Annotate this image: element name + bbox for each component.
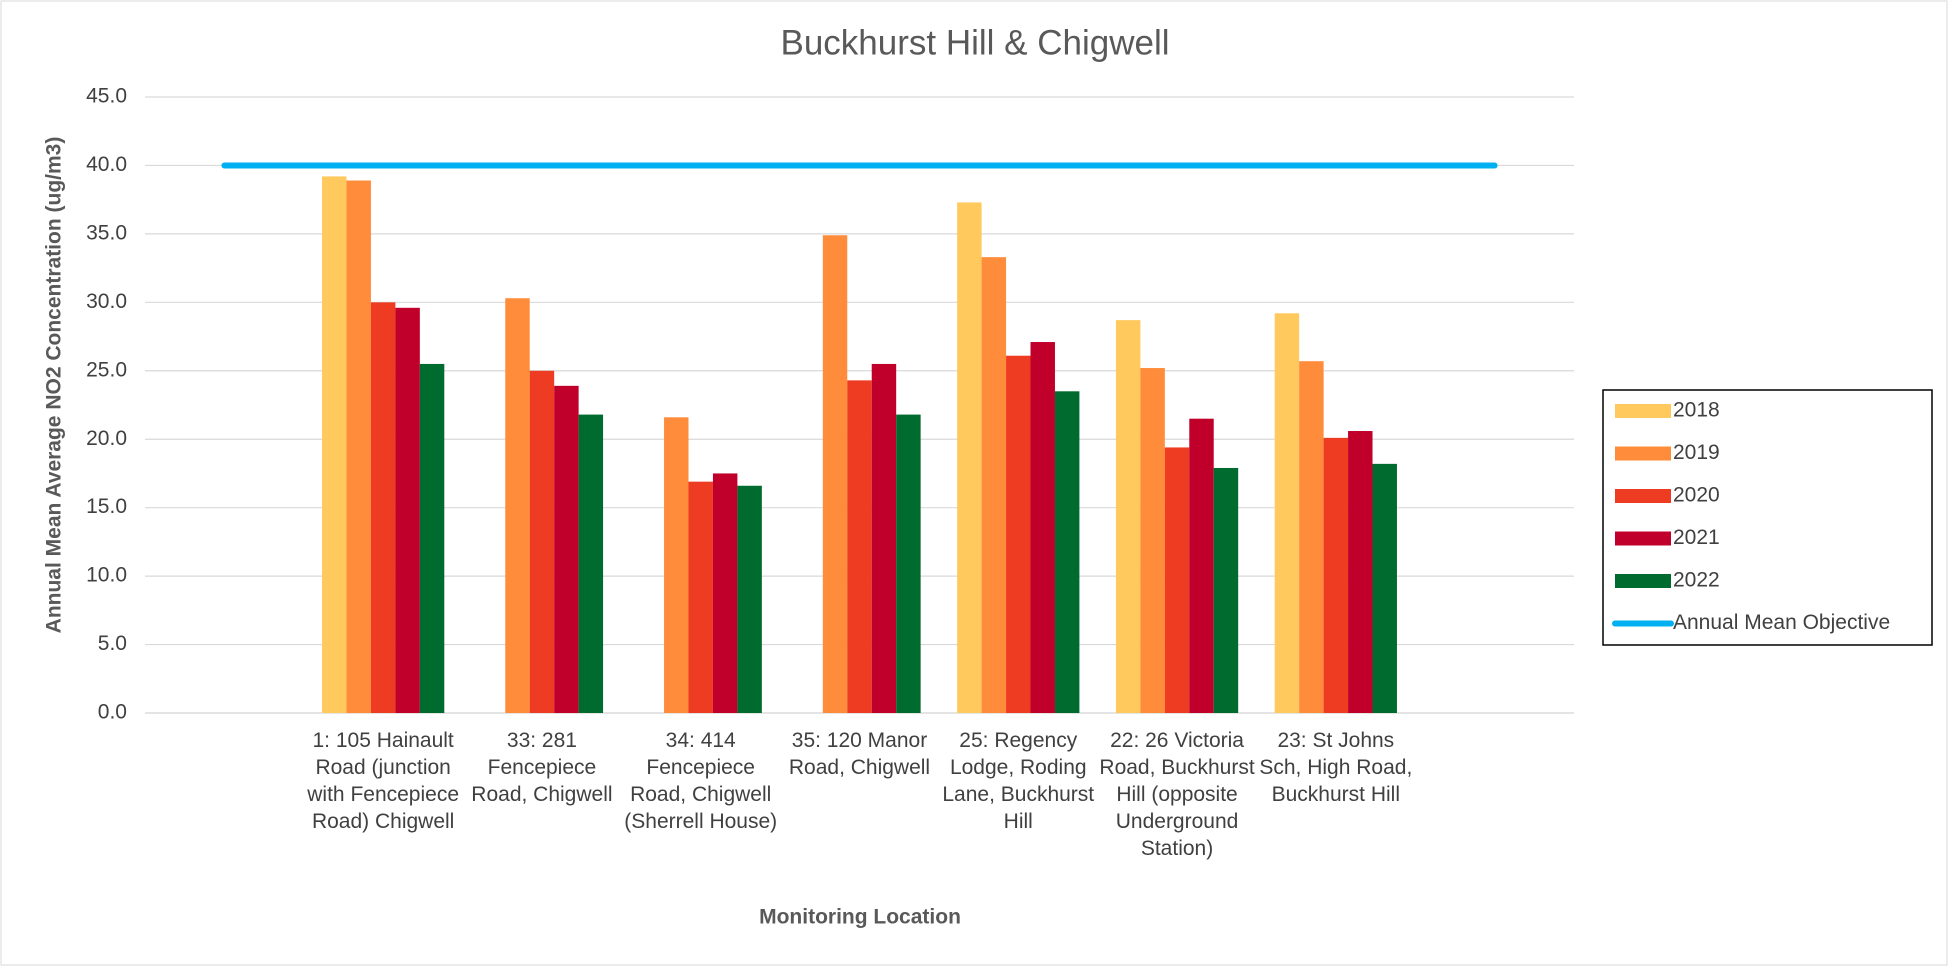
bar bbox=[554, 385, 579, 713]
bar bbox=[1189, 418, 1214, 713]
legend-swatch bbox=[1615, 574, 1671, 588]
legend-label: 2020 bbox=[1673, 484, 1720, 507]
y-tick-label: 40.0 bbox=[86, 153, 127, 176]
legend-swatch bbox=[1615, 531, 1671, 546]
bar bbox=[1372, 463, 1397, 713]
bar bbox=[664, 417, 689, 713]
x-axis-label: Monitoring Location bbox=[759, 906, 961, 929]
bar bbox=[419, 363, 445, 713]
chart-title: Buckhurst Hill & Chigwell bbox=[780, 23, 1169, 62]
y-tick-label: 5.0 bbox=[98, 632, 127, 655]
legend-label: 2021 bbox=[1673, 526, 1720, 549]
bar bbox=[1274, 313, 1300, 713]
bar bbox=[395, 307, 420, 713]
bar bbox=[1213, 467, 1239, 713]
bar bbox=[1299, 361, 1324, 713]
bar bbox=[737, 485, 762, 713]
bar bbox=[1323, 437, 1349, 713]
bar bbox=[1030, 342, 1055, 713]
bar bbox=[370, 302, 396, 713]
x-tick-label: 33: 281 Fencepiece Road, Chigwell bbox=[471, 729, 613, 806]
bar bbox=[505, 298, 530, 713]
legend-label: Annual Mean Objective bbox=[1673, 611, 1890, 634]
bar bbox=[1115, 320, 1141, 713]
bar bbox=[1348, 431, 1373, 713]
bar bbox=[322, 176, 347, 713]
bar bbox=[688, 481, 713, 713]
bar bbox=[1164, 447, 1190, 713]
bar bbox=[981, 257, 1007, 713]
legend-swatch bbox=[1615, 446, 1671, 461]
bar bbox=[957, 202, 982, 713]
bar bbox=[871, 363, 897, 713]
bar bbox=[1054, 391, 1080, 713]
y-tick-label: 15.0 bbox=[86, 495, 127, 518]
bar bbox=[896, 414, 921, 713]
x-tick-label: 23: St Johns Sch, High Road, Buckhurst H… bbox=[1259, 729, 1413, 806]
x-tick-label: 25: Regency Lodge, Roding Lane, Buckhurs… bbox=[942, 729, 1095, 833]
y-tick-label: 45.0 bbox=[86, 85, 127, 108]
legend-label: 2019 bbox=[1673, 441, 1720, 464]
y-axis-label: Annual Mean Average NO2 Concentration (u… bbox=[43, 137, 66, 634]
bar bbox=[346, 180, 371, 714]
bar bbox=[1006, 355, 1031, 713]
legend-label: 2018 bbox=[1673, 399, 1720, 422]
y-tick-label: 10.0 bbox=[86, 564, 127, 587]
bar bbox=[847, 380, 872, 713]
y-tick-label: 0.0 bbox=[98, 701, 127, 724]
bar bbox=[529, 370, 555, 713]
bar bbox=[712, 473, 738, 713]
y-tick-label: 30.0 bbox=[86, 290, 127, 313]
y-tick-label: 20.0 bbox=[86, 427, 127, 450]
x-tick-label: 34: 414 Fencepiece Road, Chigwell (Sherr… bbox=[624, 729, 778, 833]
legend-label: 2022 bbox=[1673, 569, 1720, 592]
x-tick-label: 22: 26 Victoria Road, Buckhurst Hill (op… bbox=[1099, 729, 1255, 860]
legend-swatch bbox=[1615, 404, 1671, 418]
y-tick-label: 35.0 bbox=[86, 221, 127, 244]
x-tick-label: 35: 120 Manor Road, Chigwell bbox=[788, 729, 931, 779]
y-tick-label: 25.0 bbox=[86, 358, 127, 381]
legend-swatch bbox=[1615, 489, 1671, 503]
x-tick-label: 1: 105 Hainault Road (junction with Fenc… bbox=[307, 729, 460, 833]
bar bbox=[822, 235, 848, 713]
bar bbox=[1140, 368, 1165, 713]
legend-box bbox=[1602, 389, 1933, 646]
bar bbox=[578, 414, 604, 713]
